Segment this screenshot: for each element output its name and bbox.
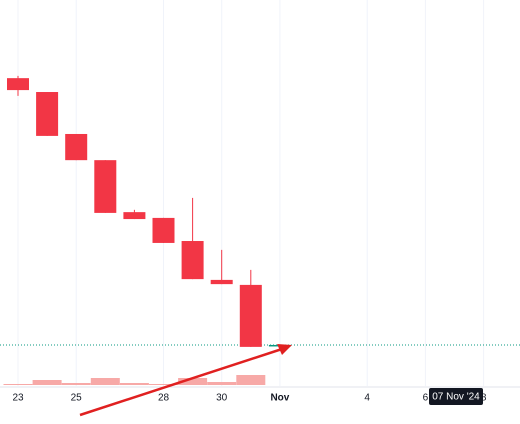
annotation-arrow [79, 347, 283, 417]
volume-bar [178, 378, 208, 385]
annotation-arrowhead [277, 344, 292, 355]
candle-body [36, 92, 59, 136]
candle-body [94, 160, 117, 213]
x-tick-label: 8 [481, 393, 487, 404]
x-tick-label: 28 [158, 393, 170, 404]
volume-bar [61, 383, 91, 385]
volume-bar [149, 384, 178, 385]
x-tick-label: 23 [12, 393, 24, 404]
volume-bar [207, 382, 237, 385]
candle-body [181, 241, 204, 280]
candle-body [123, 212, 146, 220]
x-tick-label: 4 [364, 393, 370, 404]
volume-bar [90, 378, 120, 385]
x-tick-label: Nov [270, 393, 289, 404]
grid [0, 0, 520, 386]
volume-bar [119, 383, 149, 385]
volume-bar [3, 384, 33, 385]
volume-bar [32, 380, 62, 385]
candle-body [210, 279, 233, 285]
x-tick-label: 30 [216, 393, 228, 404]
marks [3, 75, 291, 385]
x-axis: 23 25 28 30 Nov 4 6 8 [12, 393, 486, 404]
x-tick-label: 25 [71, 393, 83, 404]
crosshair-label: 07 Nov '24 [432, 392, 480, 403]
candle-body [239, 284, 262, 347]
candle-body [7, 78, 29, 91]
candle-body [152, 217, 175, 243]
crosshair-label-box [429, 388, 483, 405]
candle-body [65, 133, 88, 161]
x-tick-label: 6 [423, 393, 429, 404]
volume-bar [236, 375, 266, 385]
